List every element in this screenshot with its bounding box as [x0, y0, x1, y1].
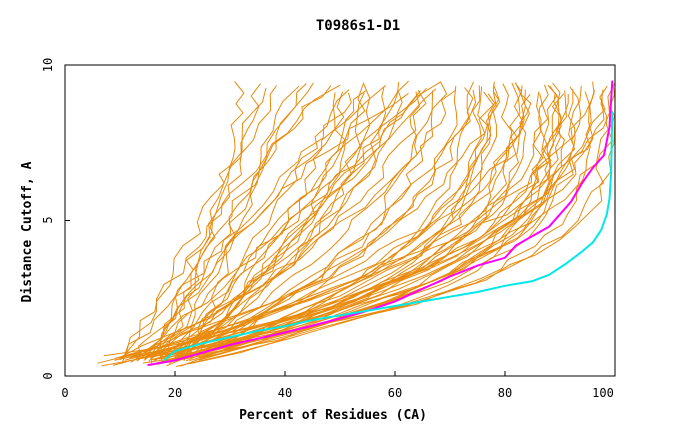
x-tick-label-60: 60 [388, 386, 402, 400]
model-curve [166, 81, 245, 355]
model-curve [131, 92, 616, 358]
highlight-magenta-curve [147, 80, 614, 367]
model-curve [185, 81, 441, 358]
model-curve [112, 89, 595, 366]
model-curve [130, 90, 366, 363]
model-curve [158, 82, 314, 364]
model-curve [156, 92, 562, 364]
y-tick-label-0: 0 [41, 372, 55, 379]
model-curve [124, 91, 495, 361]
model-curve [191, 88, 437, 356]
model-curve [101, 93, 569, 367]
model-curve [159, 90, 427, 360]
x-tick-label-0: 0 [61, 386, 68, 400]
model-curve [175, 85, 582, 367]
model-curve [144, 93, 496, 359]
x-tick-label-80: 80 [498, 386, 512, 400]
x-tick-label-100: 100 [592, 386, 614, 400]
model-curve [148, 85, 278, 362]
model-curve [125, 89, 576, 357]
y-axis-label: Distance Cutoff, A [20, 161, 35, 302]
model-curve [150, 89, 457, 360]
highlight-cyan-curve [163, 111, 614, 362]
model-curve [169, 87, 427, 364]
model-curve [196, 85, 300, 357]
model-curve [170, 80, 409, 355]
model-curve [195, 89, 530, 357]
model-curve [168, 83, 307, 364]
model-curve [123, 92, 352, 359]
x-tick-label-20: 20 [168, 386, 182, 400]
y-tick-label-5: 5 [41, 216, 55, 223]
highlight-curves [147, 80, 614, 367]
model-curve [97, 81, 497, 364]
model-curve [136, 91, 403, 362]
model-curve [121, 82, 616, 358]
model-curve [166, 86, 458, 367]
model-curve [103, 91, 548, 357]
axis-ticks [64, 64, 616, 377]
model-curve [181, 81, 475, 356]
model-curve [153, 86, 582, 361]
model-curve [114, 95, 605, 361]
model-curve [133, 92, 409, 361]
model-curves-bundle [97, 80, 616, 367]
model-curve [120, 87, 267, 361]
model-curve [121, 84, 341, 364]
model-curve [183, 81, 448, 362]
model-curve [152, 81, 400, 363]
model-curve [163, 87, 474, 360]
model-curve [189, 85, 608, 362]
model-curve [136, 81, 595, 360]
model-curve [150, 84, 558, 358]
x-axis-label: Percent of Residues (CA) [239, 408, 427, 423]
model-curve [179, 84, 366, 357]
model-curve [177, 82, 371, 360]
model-curve [115, 93, 531, 359]
y-tick-label-10: 10 [41, 58, 55, 72]
model-curve [150, 85, 332, 367]
chart-title: T0986s1-D1 [316, 18, 400, 34]
x-tick-label-40: 40 [278, 386, 292, 400]
